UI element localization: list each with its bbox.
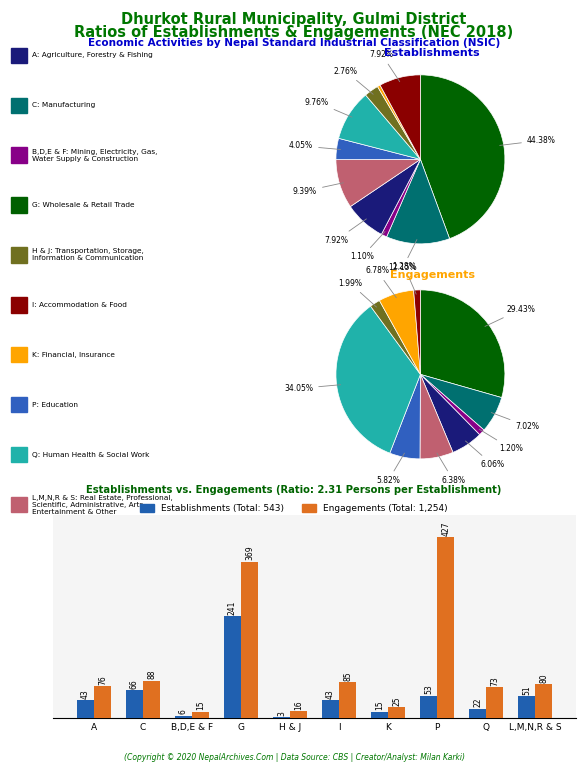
Text: 22: 22: [473, 698, 482, 707]
Text: 6.78%: 6.78%: [365, 266, 396, 298]
Wedge shape: [377, 85, 420, 160]
Text: H & J: Transportation, Storage,
Information & Communication: H & J: Transportation, Storage, Informat…: [32, 249, 144, 261]
Text: 1.99%: 1.99%: [338, 279, 376, 307]
Bar: [76, 700, 94, 718]
Text: P: Education: P: Education: [32, 402, 78, 408]
Text: 2.76%: 2.76%: [333, 67, 373, 94]
Text: 44.38%: 44.38%: [500, 136, 556, 145]
Bar: [437, 537, 455, 718]
Wedge shape: [413, 290, 420, 375]
Text: Q: Human Health & Social Work: Q: Human Health & Social Work: [32, 452, 150, 458]
Bar: [290, 711, 307, 718]
Wedge shape: [420, 375, 502, 430]
Wedge shape: [420, 375, 453, 459]
Bar: [339, 682, 356, 718]
Bar: [388, 707, 405, 718]
Wedge shape: [387, 160, 450, 244]
Text: 3: 3: [277, 710, 286, 716]
Text: 369: 369: [245, 546, 254, 561]
Bar: [371, 712, 388, 718]
Text: Ratios of Establishments & Engagements (NEC 2018): Ratios of Establishments & Engagements (…: [74, 25, 514, 41]
Bar: [192, 712, 209, 718]
Bar: [273, 717, 290, 718]
Text: Engagements: Engagements: [390, 270, 475, 280]
Text: 5.82%: 5.82%: [376, 453, 405, 485]
Text: 53: 53: [424, 684, 433, 694]
Wedge shape: [379, 290, 420, 375]
Bar: [126, 690, 143, 718]
Text: 43: 43: [81, 689, 90, 699]
Text: 15: 15: [196, 701, 205, 710]
Text: G: Wholesale & Retail Trade: G: Wholesale & Retail Trade: [32, 202, 135, 208]
Wedge shape: [420, 375, 480, 452]
Text: 66: 66: [130, 679, 139, 689]
Wedge shape: [350, 160, 420, 234]
Legend: Establishments (Total: 543), Engagements (Total: 1,254): Establishments (Total: 543), Engagements…: [137, 501, 451, 517]
Bar: [469, 709, 486, 718]
Text: 16: 16: [294, 700, 303, 710]
Text: 7.02%: 7.02%: [492, 412, 539, 431]
Text: B,D,E & F: Mining, Electricity, Gas,
Water Supply & Construction: B,D,E & F: Mining, Electricity, Gas, Wat…: [32, 149, 158, 161]
Text: Establishments: Establishments: [385, 48, 480, 58]
Text: C: Manufacturing: C: Manufacturing: [32, 102, 96, 108]
Wedge shape: [339, 95, 420, 160]
Text: K: Financial, Insurance: K: Financial, Insurance: [32, 352, 115, 358]
Wedge shape: [380, 75, 420, 160]
Text: 76: 76: [98, 675, 107, 684]
Text: 15: 15: [375, 701, 384, 710]
Text: 7.92%: 7.92%: [325, 219, 366, 244]
Wedge shape: [336, 160, 420, 207]
Bar: [518, 697, 535, 718]
Text: 9.76%: 9.76%: [305, 98, 352, 117]
Text: 12.15%: 12.15%: [389, 240, 417, 272]
Wedge shape: [390, 375, 420, 458]
Text: A: Agriculture, Forestry & Fishing: A: Agriculture, Forestry & Fishing: [32, 52, 153, 58]
Bar: [241, 561, 258, 718]
Text: 1.20%: 1.20%: [479, 429, 523, 453]
Text: 1.28%: 1.28%: [392, 262, 416, 294]
Text: (Copyright © 2020 NepalArchives.Com | Data Source: CBS | Creator/Analyst: Milan : (Copyright © 2020 NepalArchives.Com | Da…: [123, 753, 465, 762]
Wedge shape: [420, 290, 505, 398]
Bar: [535, 684, 553, 718]
Text: 9.39%: 9.39%: [293, 183, 343, 196]
Wedge shape: [420, 375, 484, 435]
Text: 80: 80: [539, 674, 549, 683]
Text: 241: 241: [228, 601, 237, 614]
Bar: [420, 696, 437, 718]
Wedge shape: [382, 160, 420, 237]
Text: 4.05%: 4.05%: [289, 141, 340, 151]
Text: Dhurkot Rural Municipality, Gulmi District: Dhurkot Rural Municipality, Gulmi Distri…: [121, 12, 467, 28]
Text: I: Accommodation & Food: I: Accommodation & Food: [32, 302, 127, 308]
Text: 51: 51: [522, 686, 531, 695]
Wedge shape: [336, 138, 420, 160]
Text: 1.10%: 1.10%: [350, 231, 385, 261]
Text: Economic Activities by Nepal Standard Industrial Classification (NSIC): Economic Activities by Nepal Standard In…: [88, 38, 500, 48]
Text: 25: 25: [392, 697, 401, 707]
Bar: [322, 700, 339, 718]
Text: 88: 88: [147, 670, 156, 680]
Bar: [175, 716, 192, 718]
Text: 29.43%: 29.43%: [485, 305, 536, 326]
Bar: [143, 680, 160, 718]
Text: 6: 6: [179, 710, 188, 714]
Text: 7.92%: 7.92%: [370, 50, 400, 81]
Text: 6.38%: 6.38%: [437, 453, 465, 485]
Text: 34.05%: 34.05%: [284, 384, 340, 393]
Text: 73: 73: [490, 676, 499, 686]
Wedge shape: [366, 87, 420, 160]
Text: 85: 85: [343, 671, 352, 680]
Text: Establishments vs. Engagements (Ratio: 2.31 Persons per Establishment): Establishments vs. Engagements (Ratio: 2…: [86, 485, 502, 495]
Text: 427: 427: [441, 521, 450, 536]
Wedge shape: [370, 300, 420, 375]
Bar: [94, 686, 111, 718]
Text: L,M,N,R & S: Real Estate, Professional,
Scientific, Administrative, Arts,
Entert: L,M,N,R & S: Real Estate, Professional, …: [32, 495, 173, 515]
Bar: [224, 616, 241, 718]
Text: 43: 43: [326, 689, 335, 699]
Wedge shape: [336, 306, 420, 453]
Bar: [486, 687, 503, 718]
Text: 6.06%: 6.06%: [466, 441, 505, 469]
Wedge shape: [420, 75, 505, 239]
